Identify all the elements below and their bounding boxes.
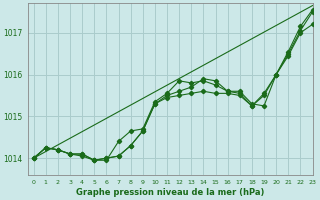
X-axis label: Graphe pression niveau de la mer (hPa): Graphe pression niveau de la mer (hPa)	[76, 188, 264, 197]
